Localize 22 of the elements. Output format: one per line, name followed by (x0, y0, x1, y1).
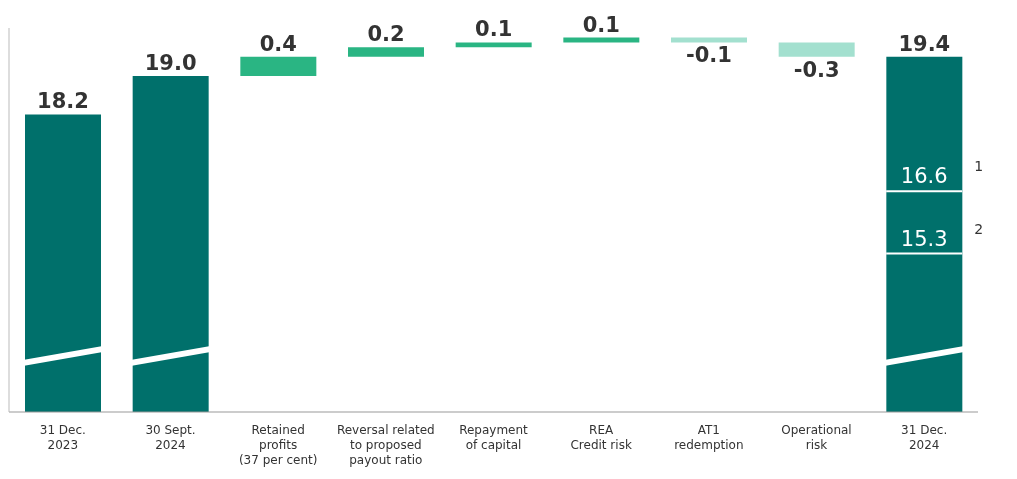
data-label: 19.4 (898, 31, 951, 56)
x-tick-label: AT1 redemption (674, 423, 744, 452)
x-tick-label: 31 Dec. 2023 (39, 423, 86, 452)
data-label: 0.4 (259, 31, 297, 56)
annotation: 1 (974, 158, 984, 175)
x-tick-label: 30 Sept. 2024 (145, 423, 196, 452)
x-tick-label: Reversal related to proposed payout ratio (336, 423, 435, 467)
data-label: -0.1 (686, 43, 732, 68)
ref-line-label: 15.3 (900, 226, 948, 251)
data-label: 0.1 (582, 12, 620, 37)
x-tick-label: Operational risk (781, 423, 852, 452)
x-tick-label: Retained profits (37 per cent) (238, 423, 318, 467)
data-label: 18.2 (37, 89, 89, 114)
data-label: 0.1 (475, 17, 513, 42)
x-tick-label: 31 Dec. 2024 (901, 423, 948, 452)
x-tick-label: Repayment of capital (459, 423, 529, 452)
ref-line-label: 16.6 (900, 164, 948, 189)
data-label: -0.3 (793, 57, 840, 82)
data-label: 19.0 (144, 51, 197, 75)
x-tick-label: REA Credit risk (570, 423, 632, 452)
annotation: 2 (974, 220, 984, 237)
data-label: 0.2 (367, 22, 405, 47)
